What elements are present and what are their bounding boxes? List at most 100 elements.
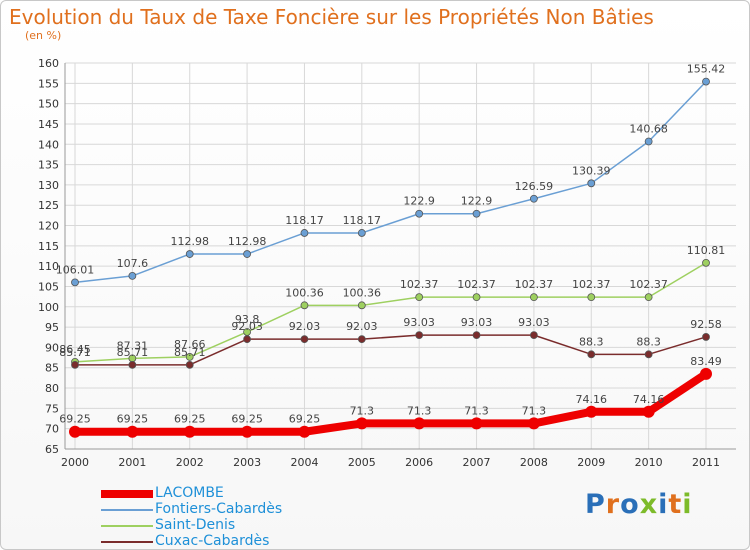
data-label: 88.3 [636,335,661,348]
data-point [472,331,481,340]
data-label: 74.16 [633,393,665,406]
data-point [243,335,251,344]
data-point [644,350,653,359]
data-point [702,333,710,341]
x-tick-label: 2010 [635,456,663,469]
data-label: 71.3 [464,404,489,417]
data-label: 85.71 [174,346,206,359]
data-point [587,179,596,188]
data-label: 155.42 [687,63,726,76]
y-tick-label: 85 [45,362,59,375]
legend-swatch [101,509,153,511]
data-point [185,360,194,369]
data-point [183,425,196,438]
data-label: 69.25 [174,413,206,426]
x-tick-label: 2007 [463,456,491,469]
data-point [185,353,194,361]
data-label: 71.3 [407,404,432,417]
data-label: 83.49 [690,355,722,368]
data-label: 102.37 [400,278,439,291]
data-point [185,250,194,258]
data-label: 85.71 [59,346,91,359]
data-label: 69.25 [117,413,149,426]
y-tick-label: 150 [38,98,59,111]
data-point [700,367,712,380]
data-point [243,250,251,258]
y-tick-label: 80 [45,382,59,395]
x-tick-label: 2011 [692,456,720,469]
line-chart: 65 70 75 80 85 90 95 100 105 110 115 120 125 130 135 14… [38,57,736,469]
x-tick-label: 2008 [520,456,548,469]
data-point [527,417,540,430]
data-label: 92.58 [690,318,722,331]
proxiti-logo: Proxiti [585,489,693,520]
data-point [128,272,137,280]
y-tick-label: 110 [38,260,59,273]
data-label: 93.03 [403,316,435,329]
data-point [355,417,368,430]
data-point [415,293,424,302]
data-label: 87.66 [174,338,206,351]
data-label: 126.59 [515,180,554,193]
data-label: 112.98 [228,235,267,248]
x-tick-label: 2005 [348,456,376,469]
data-label: 87.31 [117,339,149,352]
data-label: 130.39 [572,164,611,177]
data-point [241,425,254,438]
data-label: 93.03 [518,316,550,329]
y-tick-label: 125 [38,199,59,212]
data-point [300,301,309,310]
y-tick-label: 75 [45,402,59,415]
data-label: 112.98 [170,235,209,248]
data-label: 100.36 [285,286,324,299]
data-label: 93.8 [235,313,260,326]
legend-swatch [101,490,153,498]
data-point [472,209,481,218]
data-label: 69.25 [289,413,321,426]
x-tick-label: 2002 [176,456,204,469]
data-label: 69.25 [231,413,263,426]
data-label: 122.9 [461,195,493,208]
y-tick-label: 145 [38,118,59,131]
data-label: 71.3 [350,404,375,417]
data-point [530,194,538,203]
data-label: 118.17 [343,214,382,227]
x-tick-label: 2009 [577,456,605,469]
y-tick-label: 120 [38,220,59,233]
x-tick-label: 2006 [405,456,433,469]
unit-label: (en %) [25,29,62,42]
data-label: 74.16 [576,393,608,406]
data-point [128,360,137,369]
data-point [300,229,309,237]
data-point [126,425,139,438]
x-tick-label: 2000 [61,456,89,469]
data-label: 110.81 [687,244,726,257]
x-tick-label: 2004 [290,456,318,469]
data-label: 93.03 [461,316,493,329]
data-label: 140.68 [629,123,668,136]
y-tick-label: 65 [45,443,59,456]
series-line [71,369,710,436]
data-label: 102.37 [515,278,554,291]
data-label: 92.03 [231,320,263,333]
data-point [530,331,538,340]
data-label: 102.37 [457,278,496,291]
data-point [642,405,655,418]
y-tick-label: 95 [45,321,59,334]
data-label: 86.45 [59,343,91,356]
data-point [530,293,538,302]
data-label: 85.71 [117,346,149,359]
data-point [702,258,710,267]
x-tick-label: 2001 [118,456,146,469]
legend-swatch [101,541,153,543]
y-tick-label: 105 [38,280,59,293]
data-point [357,229,366,237]
y-tick-label: 90 [45,341,59,354]
data-label: 69.25 [59,413,91,426]
data-point [298,425,311,438]
chart-title: Evolution du Taux de Taxe Foncière sur l… [9,5,654,29]
data-point [587,293,596,302]
y-tick-label: 100 [38,301,59,314]
data-label: 71.3 [522,404,547,417]
y-tick-label: 140 [38,138,59,151]
